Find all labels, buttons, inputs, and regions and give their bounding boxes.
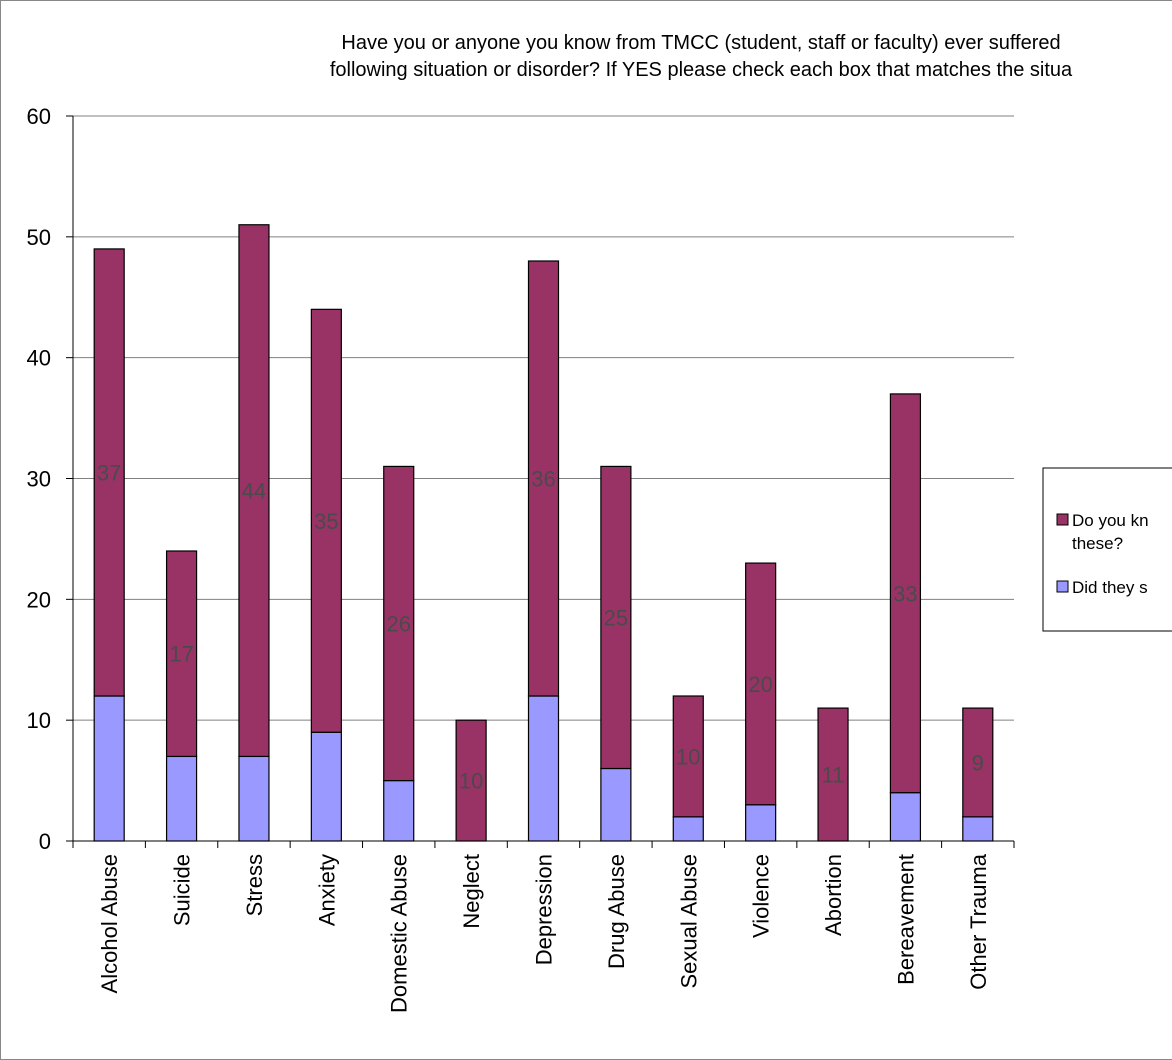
y-tick-label: 40	[27, 346, 51, 371]
bar-segment-did-they-seek	[310, 731, 342, 842]
bars: 37 17 44 35 26 10 36 25 10 20 11 33 9	[93, 224, 994, 842]
chart-title-line-1: Have you or anyone you know from TMCC (s…	[341, 32, 1060, 54]
y-tick-label: 50	[27, 225, 51, 250]
data-label: 35	[314, 509, 338, 534]
bar-segment-do-you-know	[672, 695, 704, 818]
x-category-label: Other Trauma	[966, 853, 991, 989]
bar-segment-do-you-know	[817, 707, 849, 842]
data-label: 20	[748, 672, 772, 697]
chart-title-line-2: following situation or disorder? If YES …	[330, 59, 1073, 81]
bar-segment-do-you-know	[889, 393, 922, 794]
y-tick-label: 20	[27, 587, 51, 612]
bar-segment-did-they-seek	[962, 816, 994, 842]
data-label: 17	[169, 642, 193, 667]
data-label: 26	[386, 612, 410, 637]
bar-segment-do-you-know	[383, 465, 415, 782]
legend: Do you kn these? Did they s	[1042, 467, 1172, 632]
x-category-label: Drug Abuse	[604, 854, 629, 969]
bar-segment-do-you-know	[238, 224, 270, 758]
data-label: 25	[604, 605, 628, 630]
x-category-label: Bereavement	[893, 854, 918, 985]
data-label: 36	[531, 467, 555, 492]
bar-segment-did-they-seek	[889, 792, 922, 842]
x-category-label: Suicide	[170, 854, 195, 926]
y-tick-label: 30	[27, 467, 51, 492]
bar-segment-did-they-seek	[93, 695, 125, 842]
data-label: 33	[893, 581, 917, 606]
bar-segment-do-you-know	[310, 308, 342, 733]
bar-segment-did-they-seek	[527, 695, 560, 842]
x-category-label: Anxiety	[314, 854, 339, 926]
y-tick-label: 0	[39, 829, 51, 854]
bar-segment-do-you-know	[93, 248, 125, 697]
x-category-label: Neglect	[459, 854, 484, 929]
bar-segment-did-they-seek	[600, 767, 632, 842]
x-category-label: Violence	[749, 854, 774, 938]
x-category-label: Depression	[532, 854, 557, 965]
legend-swatch-did	[1056, 580, 1069, 593]
legend-label-did: Did they s	[1072, 578, 1148, 597]
bar-segment-did-they-seek	[238, 755, 270, 842]
legend-label-knew-line-2: these?	[1072, 534, 1123, 553]
data-label: 37	[97, 460, 121, 485]
bar-segment-do-you-know	[745, 562, 777, 806]
axes	[72, 116, 1015, 848]
bar-segment-do-you-know	[165, 550, 198, 758]
chart-title: Have you or anyone you know from TMCC (s…	[330, 32, 1073, 81]
data-label: 10	[676, 744, 700, 769]
x-category-label: Alcohol Abuse	[97, 854, 122, 993]
data-label: 44	[242, 479, 266, 504]
bar-segment-do-you-know	[527, 260, 560, 697]
bar-segment-do-you-know	[962, 707, 994, 818]
legend-box	[1042, 467, 1172, 632]
bar-segment-did-they-seek	[165, 755, 198, 842]
x-category-label: Sexual Abuse	[676, 854, 701, 989]
y-tick-label: 10	[27, 708, 51, 733]
x-category-label: Stress	[242, 854, 267, 916]
y-tick-label: 60	[27, 104, 51, 129]
bar-segment-did-they-seek	[383, 779, 415, 842]
legend-label-knew-line-1: Do you kn	[1072, 511, 1149, 530]
bar-segment-do-you-know	[600, 465, 632, 770]
x-category-label: Abortion	[821, 854, 846, 936]
y-axis-ticks: 0 10 20 30 40 50 60	[27, 104, 73, 854]
x-category-label: Domestic Abuse	[387, 854, 412, 1013]
bar-segment-did-they-seek	[745, 804, 777, 842]
bar-segment-did-they-seek	[672, 816, 704, 842]
data-label: 10	[459, 769, 483, 794]
data-label: 9	[972, 750, 984, 775]
data-label: 11	[822, 763, 845, 788]
x-axis-categories: Alcohol Abuse Suicide Stress Anxiety Domesti…	[97, 853, 991, 1013]
legend-swatch-knew	[1056, 513, 1069, 526]
